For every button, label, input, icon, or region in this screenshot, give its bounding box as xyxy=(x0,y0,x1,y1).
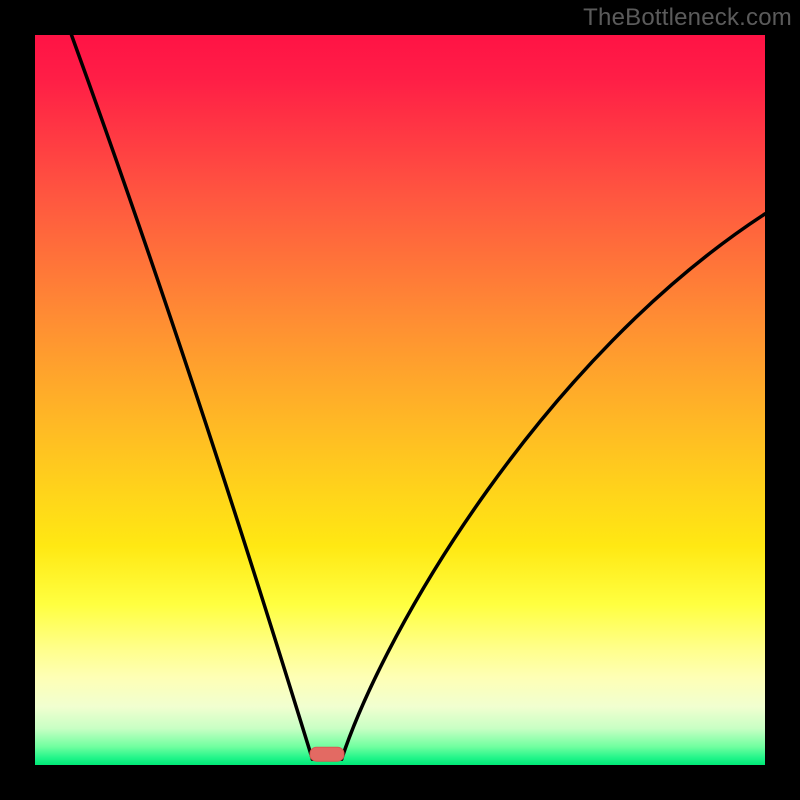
curve-right-branch xyxy=(342,214,765,759)
watermark-text: TheBottleneck.com xyxy=(583,4,792,32)
bottleneck-curve xyxy=(35,35,765,765)
figure-canvas: TheBottleneck.com xyxy=(0,0,800,800)
plot-area xyxy=(35,35,765,765)
optimal-point-marker xyxy=(309,747,344,762)
curve-left-branch xyxy=(72,35,313,759)
